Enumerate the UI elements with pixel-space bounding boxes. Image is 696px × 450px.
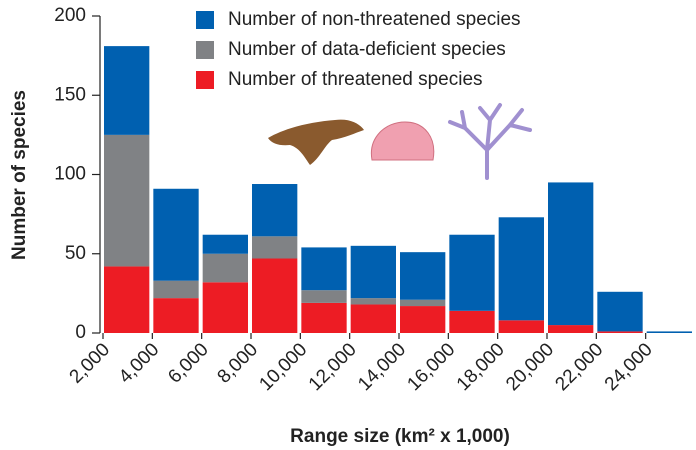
bar-segment <box>301 247 347 291</box>
bar-segment <box>597 291 643 332</box>
bar-segment <box>104 134 150 267</box>
y-tick-label: 150 <box>54 84 86 105</box>
icons <box>268 103 532 180</box>
bar-segment <box>449 234 495 311</box>
bar-segment <box>498 217 544 321</box>
bar-segment <box>202 253 248 283</box>
x-tick-label: 20,000 <box>502 339 558 395</box>
x-tick-label: 24,000 <box>601 339 657 395</box>
bar-segment <box>301 302 347 333</box>
bar-segment <box>646 331 692 333</box>
bar-segment <box>597 331 643 333</box>
bar-segment <box>202 282 248 333</box>
icon-brain-coral <box>370 121 435 161</box>
icon-branch-coral <box>448 103 532 180</box>
legend-label: Number of data-deficient species <box>228 39 506 60</box>
x-tick-label: 22,000 <box>551 339 607 395</box>
bar-segment <box>548 325 594 333</box>
x-tick-label: 10,000 <box>255 339 311 395</box>
bar-segment <box>153 298 199 333</box>
legend-swatch <box>196 41 214 59</box>
x-tick-label: 18,000 <box>453 339 509 395</box>
legend-label: Number of threatened species <box>228 69 483 90</box>
bar-segment <box>548 182 594 326</box>
bar-segment <box>400 299 446 307</box>
bar-segment <box>449 310 495 333</box>
bar-segment <box>252 184 298 237</box>
bar-segment <box>252 236 298 259</box>
x-tick-label: 4,000 <box>115 339 163 387</box>
y-axis-title: Number of species <box>9 90 30 260</box>
x-tick-label: 12,000 <box>305 339 361 395</box>
x-tick-label: 14,000 <box>354 339 410 395</box>
y-tick-label: 100 <box>54 164 86 185</box>
bar-segment <box>153 280 199 299</box>
bar-segment <box>104 266 150 333</box>
bar-segment <box>301 290 347 303</box>
x-tick-label: 6,000 <box>164 339 212 387</box>
bar-segment <box>498 320 544 333</box>
y-tick-label: 200 <box>54 5 86 26</box>
x-axis-title: Range size (km² x 1,000) <box>290 426 510 447</box>
y-tick-label: 50 <box>65 243 86 264</box>
x-tick-label: 2,000 <box>66 339 114 387</box>
bar-segment <box>400 252 446 300</box>
bar-segment <box>252 258 298 333</box>
x-tick-label: 16,000 <box>403 339 459 395</box>
y-tick-label: 0 <box>75 322 86 343</box>
bar-segment <box>153 188 199 281</box>
legend-swatch <box>196 71 214 89</box>
legend-swatch <box>196 11 214 29</box>
icon-fungus <box>268 119 364 165</box>
bar-segment <box>202 234 248 254</box>
bar-segment <box>104 46 150 135</box>
bar-segment <box>400 306 446 333</box>
bar-segment <box>350 298 396 305</box>
bar-segment <box>350 245 396 299</box>
legend-label: Number of non-threatened species <box>228 9 521 30</box>
bar-segment <box>350 304 396 333</box>
